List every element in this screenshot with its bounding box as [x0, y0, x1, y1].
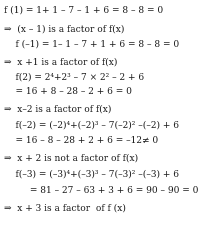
Text: ⇒  x +1 is a factor of f(x): ⇒ x +1 is a factor of f(x)	[4, 57, 117, 66]
Text: = 81 – 27 – 63 + 3 + 6 = 90 – 90 = 0: = 81 – 27 – 63 + 3 + 6 = 90 – 90 = 0	[4, 186, 199, 194]
Text: f(2) = 2⁴+2³ – 7 × 2² – 2 + 6: f(2) = 2⁴+2³ – 7 × 2² – 2 + 6	[4, 72, 144, 81]
Text: f(–2) = (–2)⁴+(–2)³ – 7(–2)² –(–2) + 6: f(–2) = (–2)⁴+(–2)³ – 7(–2)² –(–2) + 6	[4, 120, 179, 129]
Text: ⇒  x–2 is a factor of f(x): ⇒ x–2 is a factor of f(x)	[4, 105, 112, 114]
Text: f (–1) = 1– 1 – 7 + 1 + 6 = 8 – 8 = 0: f (–1) = 1– 1 – 7 + 1 + 6 = 8 – 8 = 0	[4, 39, 179, 48]
Text: ⇒  x + 3 is a factor  of f (x): ⇒ x + 3 is a factor of f (x)	[4, 204, 126, 213]
Text: f(–3) = (–3)⁴+(–3)³ – 7(–3)² –(–3) + 6: f(–3) = (–3)⁴+(–3)³ – 7(–3)² –(–3) + 6	[4, 169, 179, 178]
Text: = 16 – 8 – 28 + 2 + 6 = –12≠ 0: = 16 – 8 – 28 + 2 + 6 = –12≠ 0	[4, 135, 158, 144]
Text: f (1) = 1+ 1 – 7 – 1 + 6 = 8 – 8 = 0: f (1) = 1+ 1 – 7 – 1 + 6 = 8 – 8 = 0	[4, 6, 163, 15]
Text: = 16 + 8 – 28 – 2 + 6 = 0: = 16 + 8 – 28 – 2 + 6 = 0	[4, 87, 132, 96]
Text: ⇒  (x – 1) is a factor of f(x): ⇒ (x – 1) is a factor of f(x)	[4, 24, 125, 33]
Text: ⇒  x + 2 is not a factor of f(x): ⇒ x + 2 is not a factor of f(x)	[4, 153, 138, 162]
